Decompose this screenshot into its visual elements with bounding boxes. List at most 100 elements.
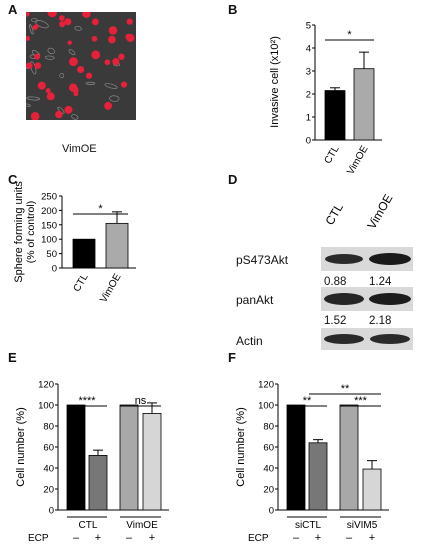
red-nucleus [126, 33, 135, 43]
y-tick-label: 60 [263, 443, 274, 454]
blot-value: 1.24 [369, 276, 392, 288]
cell-outline [31, 18, 38, 23]
red-nucleus [55, 110, 63, 119]
red-nucleus [91, 50, 101, 60]
cell-outline [74, 25, 82, 31]
red-nucleus [37, 81, 46, 90]
significance-label: *** [354, 395, 368, 407]
red-nucleus [104, 101, 113, 110]
y-tick-label: 2 [306, 90, 311, 101]
y-tick-label: 40 [43, 464, 54, 475]
y-tick-label: 50 [46, 249, 57, 260]
micrograph-caption: VimOE [62, 143, 97, 155]
y-tick-label: 80 [263, 422, 274, 433]
y-tick-label: 100 [258, 401, 274, 412]
blot-row-label: Actin [236, 334, 263, 348]
treatment-sign: – [73, 532, 80, 544]
cell-outline [104, 83, 118, 89]
red-nucleus [45, 88, 51, 94]
blot-band-strip [321, 328, 413, 350]
fluorescence-micrograph [26, 12, 136, 120]
panel-letter-c: C [8, 172, 18, 187]
significance-label: * [347, 29, 352, 41]
y-tick-label: 0 [49, 506, 54, 517]
treatment-sign: – [126, 532, 133, 544]
panel-letter-f: F [228, 350, 236, 365]
cell-outline [26, 96, 40, 101]
red-nucleus [26, 35, 30, 42]
red-nucleus [58, 15, 65, 21]
red-nucleus [85, 72, 93, 79]
treatment-sign: + [315, 532, 321, 544]
red-nucleus [108, 35, 116, 44]
significance-label: **** [78, 395, 96, 407]
group-label: siCTL [295, 520, 322, 531]
red-nucleus [120, 81, 128, 88]
cell-outline [47, 47, 55, 55]
significance-label: ** [303, 395, 312, 407]
y-axis-label: (% of control) [25, 201, 37, 263]
y-axis-label: Cell number (%) [15, 407, 27, 486]
red-nucleus [34, 53, 41, 60]
red-nucleus [47, 12, 57, 18]
panel-letter-d: D [228, 172, 238, 187]
blot-value: 1.52 [324, 315, 347, 327]
cell-outline [109, 95, 120, 102]
y-axis-label: Cell number (%) [235, 407, 247, 486]
blot-band-strip [321, 247, 413, 271]
y-axis-label: Sphere forming units [13, 181, 25, 283]
red-nucleus [112, 58, 120, 66]
treatment-sign: – [346, 532, 353, 544]
cell-outline [85, 81, 96, 85]
group-label: CTL [79, 520, 98, 531]
red-nucleus [69, 57, 78, 67]
cell-outline [59, 73, 65, 79]
y-tick-label: 100 [41, 235, 57, 246]
y-tick-label: 0 [306, 136, 311, 147]
treatment-sign: + [95, 532, 101, 544]
group-label: VimOE [126, 520, 158, 531]
panel-letter-e: E [8, 350, 17, 365]
group-label: siVIM5 [347, 520, 378, 531]
bar [72, 238, 96, 269]
bar [66, 404, 86, 511]
row-label: ECP [28, 533, 49, 544]
red-nucleus [91, 35, 98, 42]
red-nucleus [126, 18, 133, 25]
y-tick-label: 1 [306, 113, 311, 124]
red-nucleus [46, 92, 55, 101]
treatment-sign: + [369, 532, 375, 544]
red-nucleus [77, 65, 85, 74]
treatment-sign: – [293, 532, 300, 544]
y-tick-label: 60 [43, 443, 54, 454]
cell-outline [44, 55, 55, 60]
y-tick-label: 3 [306, 67, 311, 78]
cell-outline [68, 49, 76, 56]
y-tick-label: 0 [269, 506, 274, 517]
red-nucleus [26, 62, 33, 70]
bar [286, 404, 306, 511]
blot-row-label: panAkt [236, 293, 274, 307]
y-tick-label: 0 [52, 264, 57, 275]
red-nucleus [108, 26, 118, 35]
y-tick-label: 200 [41, 206, 57, 217]
cell-outline [29, 24, 34, 35]
y-tick-label: 40 [263, 464, 274, 475]
y-tick-label: 120 [258, 380, 274, 391]
y-tick-label: 4 [306, 44, 311, 55]
cell-outline [71, 114, 79, 120]
panel-letter-b: B [228, 2, 238, 17]
cell-outline [26, 103, 31, 107]
significance-label: * [98, 203, 103, 215]
bar [339, 404, 359, 511]
blot-value: 0.88 [324, 276, 347, 288]
blot-lane-label: VimOE [364, 192, 395, 232]
blot-band-strip [321, 287, 413, 311]
treatment-sign: + [149, 532, 155, 544]
red-nucleus [59, 21, 66, 28]
red-nucleus [68, 83, 78, 92]
y-tick-label: 100 [38, 401, 54, 412]
